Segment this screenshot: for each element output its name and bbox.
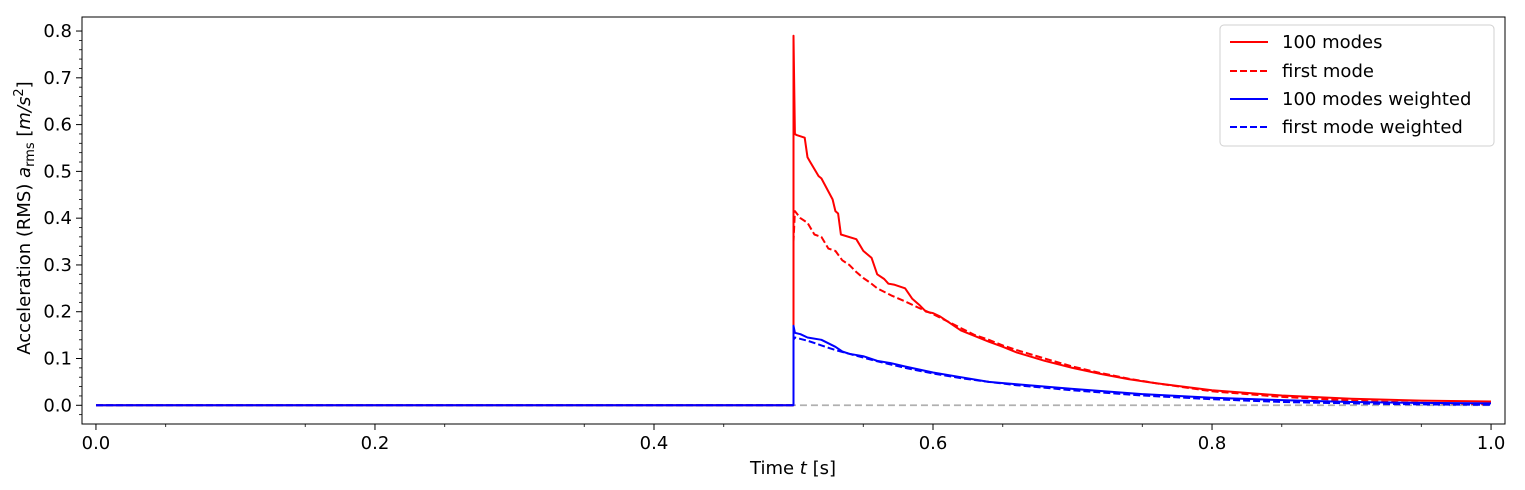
y-tick-label: 0.1	[43, 349, 72, 370]
legend: 100 modes first mode 100 modes weighted …	[1219, 24, 1495, 147]
x-axis: 0.0 0.2 0.4 0.6 0.8 1.0	[82, 424, 1506, 454]
series-line-100-modes	[96, 34, 1492, 407]
legend-label-first-mode-weighted: first mode weighted	[1282, 117, 1463, 138]
x-axis-title: Time t [s]	[749, 458, 836, 479]
series-line-100-modes-weighted	[96, 324, 1492, 407]
series-line-first-mode-weighted	[96, 336, 1492, 407]
x-tick-label: 1.0	[1477, 433, 1506, 454]
legend-label-first-mode: first mode	[1282, 61, 1374, 82]
y-tick-label: 0.8	[43, 21, 72, 42]
x-tick-label: 0.6	[919, 433, 948, 454]
y-tick-label: 0.5	[43, 161, 72, 182]
y-tick-label: 0.4	[43, 208, 72, 229]
plot-frame	[81, 16, 1506, 425]
legend-label-100-modes: 100 modes	[1282, 32, 1383, 53]
legend-label-100-modes-weighted: 100 modes weighted	[1282, 89, 1471, 110]
legend-box	[1219, 24, 1495, 147]
series-group	[95, 34, 1492, 407]
x-tick-label: 0.4	[640, 433, 669, 454]
x-tick-label: 0.0	[82, 433, 111, 454]
y-axis: 0.0 0.1 0.2 0.3 0.4 0.5 0.6 0.7 0.8	[43, 21, 82, 416]
y-tick-label: 0.2	[43, 302, 72, 323]
y-tick-label: 0.0	[43, 395, 72, 416]
series-line-first-mode	[96, 210, 1492, 407]
y-tick-label: 0.3	[43, 255, 72, 276]
x-tick-label: 0.8	[1198, 433, 1227, 454]
x-tick-label: 0.2	[361, 433, 390, 454]
y-tick-label: 0.6	[43, 115, 72, 136]
y-tick-label: 0.7	[43, 68, 72, 89]
y-axis-title: Acceleration (RMS) arms [m/s2]	[12, 81, 38, 354]
